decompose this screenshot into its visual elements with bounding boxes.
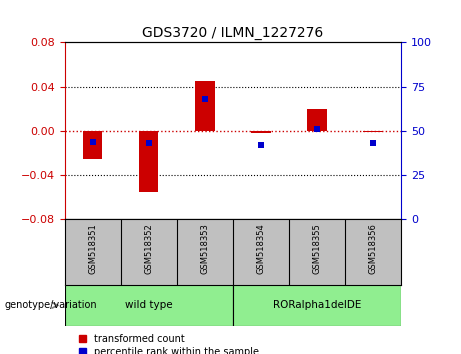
Text: RORalpha1delDE: RORalpha1delDE <box>273 300 361 310</box>
Bar <box>251 131 271 133</box>
Bar <box>65 285 233 326</box>
Text: genotype/variation: genotype/variation <box>5 300 97 310</box>
Text: GSM518352: GSM518352 <box>144 223 153 274</box>
Text: GSM518353: GSM518353 <box>200 223 209 274</box>
Bar <box>233 285 401 326</box>
Text: GSM518354: GSM518354 <box>256 223 266 274</box>
Text: GSM518355: GSM518355 <box>313 223 321 274</box>
Legend: transformed count, percentile rank within the sample: transformed count, percentile rank withi… <box>79 334 259 354</box>
Bar <box>83 131 102 159</box>
Bar <box>195 81 214 131</box>
Bar <box>307 109 327 131</box>
Text: wild type: wild type <box>125 300 172 310</box>
Bar <box>139 131 159 192</box>
Title: GDS3720 / ILMN_1227276: GDS3720 / ILMN_1227276 <box>142 26 324 40</box>
Text: GSM518356: GSM518356 <box>368 223 378 274</box>
Text: GSM518351: GSM518351 <box>88 223 97 274</box>
Bar <box>363 131 383 132</box>
